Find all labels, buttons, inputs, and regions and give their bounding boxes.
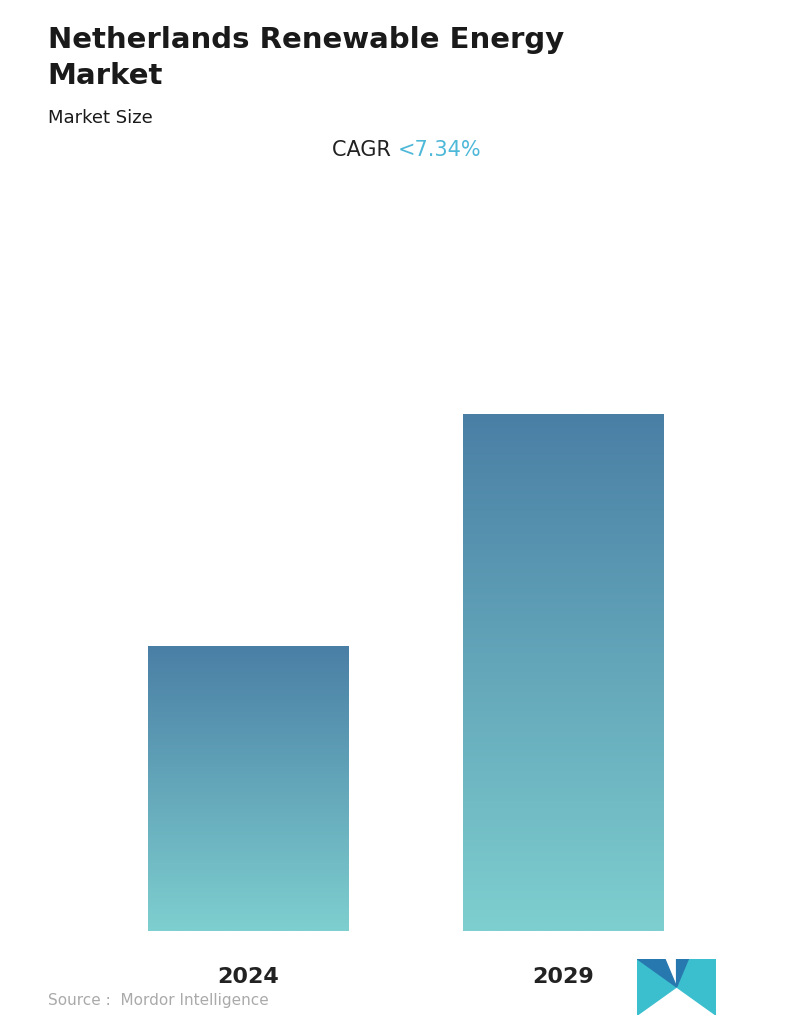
Polygon shape: [637, 959, 677, 1015]
Text: 2024: 2024: [217, 967, 279, 986]
Text: CAGR: CAGR: [333, 140, 398, 160]
Text: Netherlands Renewable Energy: Netherlands Renewable Energy: [48, 26, 564, 54]
Polygon shape: [677, 959, 689, 986]
Text: Source :  Mordor Intelligence: Source : Mordor Intelligence: [48, 994, 268, 1008]
Text: <7.34%: <7.34%: [398, 140, 482, 160]
Polygon shape: [637, 959, 677, 986]
Text: 2029: 2029: [533, 967, 595, 986]
Polygon shape: [677, 959, 716, 1015]
Text: Market Size: Market Size: [48, 109, 153, 126]
Text: Market: Market: [48, 62, 163, 90]
